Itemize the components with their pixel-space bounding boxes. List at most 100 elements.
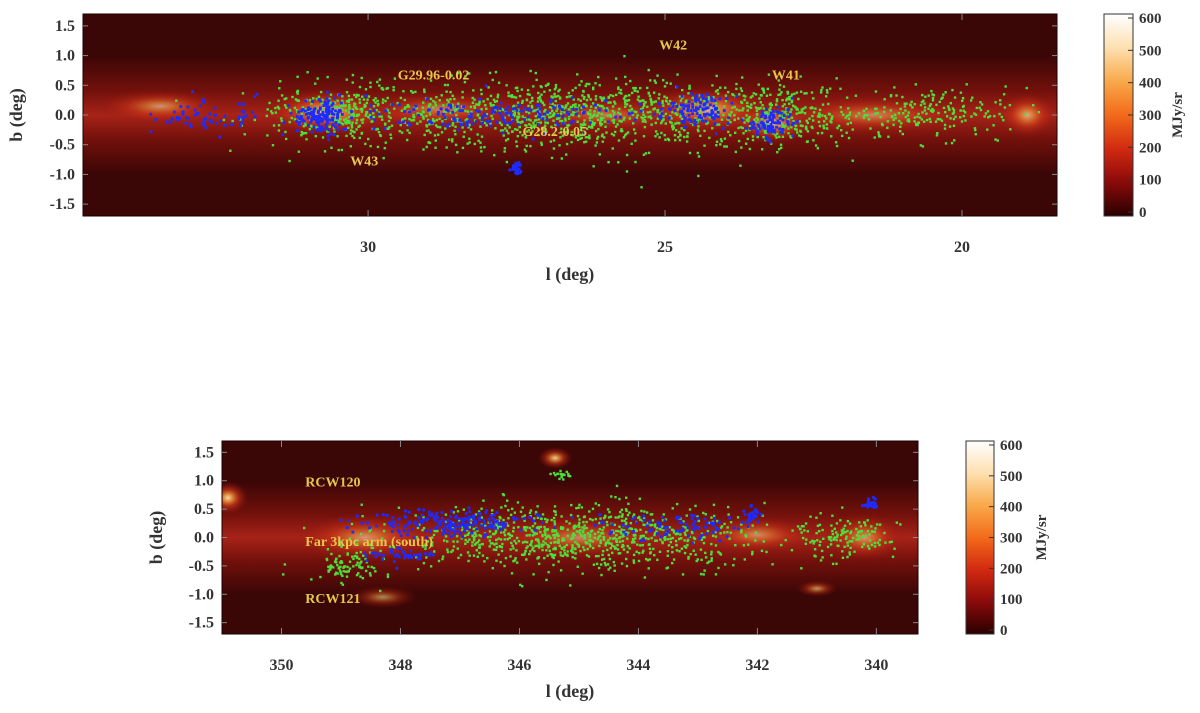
blue-source [557,114,561,118]
green-source [826,545,830,549]
green-source [661,525,664,528]
green-source [549,112,552,115]
green-source [578,532,582,535]
green-source [515,140,518,143]
green-source [783,103,786,106]
green-source [888,540,892,544]
blue-source [561,108,564,112]
green-source [369,528,372,531]
green-source [478,116,481,120]
blue-source [780,111,783,115]
green-source [461,528,464,532]
green-source [539,525,543,529]
green-source [556,541,560,544]
green-source [468,123,471,127]
green-source [459,553,463,557]
green-source [961,96,965,100]
blue-source [775,121,779,125]
green-source [421,545,425,548]
green-source [456,547,460,550]
green-source [710,542,713,546]
green-source [799,124,803,127]
green-source [903,105,907,108]
blue-source [535,513,539,516]
green-source [742,117,745,120]
blue-source [756,132,759,136]
green-source [666,554,670,557]
green-source [663,133,666,137]
green-source [308,109,311,113]
green-source [647,68,650,72]
blue-source [748,512,752,516]
blue-source [714,113,717,117]
emission-region-7 [346,585,419,609]
green-source [632,513,636,516]
green-source [656,558,659,562]
blue-source [867,497,871,501]
green-source [355,118,359,122]
green-source [789,136,793,139]
green-source [536,538,539,541]
green-source [755,116,758,120]
green-source [951,107,955,110]
green-source [884,541,887,544]
green-source [762,136,765,139]
blue-source [781,127,785,131]
green-source [761,148,764,151]
x-tick-label: 344 [626,657,650,674]
blue-source [149,112,153,116]
green-source [449,111,453,115]
green-source [571,536,574,540]
green-source [618,540,622,543]
green-source [453,129,456,132]
blue-source [660,107,663,111]
green-source [686,543,689,547]
green-source [607,539,610,542]
green-source [674,138,677,142]
green-source [578,521,581,525]
green-source [296,92,299,95]
blue-source [422,518,425,522]
green-source [934,120,938,123]
green-source [594,144,597,147]
green-source [973,127,977,130]
blue-source [310,130,314,134]
green-source [642,135,646,138]
blue-source [532,519,535,523]
blue-source [752,516,755,520]
green-source [383,123,387,126]
green-source [588,535,591,538]
green-source [416,112,419,115]
green-source [422,526,426,530]
green-source [422,110,425,114]
green-source [502,108,505,112]
green-source [507,532,511,535]
green-source [604,125,607,129]
green-source [317,95,321,98]
green-source [300,112,304,116]
green-source [685,99,688,102]
green-source [560,473,564,477]
green-source [417,568,420,571]
green-source [283,104,287,107]
green-source [568,522,571,525]
blue-source [671,105,675,108]
green-source [583,548,586,552]
green-source [780,543,783,547]
green-source [806,130,810,133]
green-source [839,128,843,132]
blue-source [645,524,649,528]
green-source [647,151,651,155]
green-source [781,98,784,102]
green-source [775,98,779,101]
green-source [694,504,697,508]
green-source [947,107,951,110]
green-source [797,111,801,114]
green-source [727,130,730,134]
green-source [667,544,671,547]
green-source [620,92,623,95]
green-source [636,90,639,93]
green-source [781,123,785,126]
green-source [406,123,409,127]
green-source [600,112,603,116]
